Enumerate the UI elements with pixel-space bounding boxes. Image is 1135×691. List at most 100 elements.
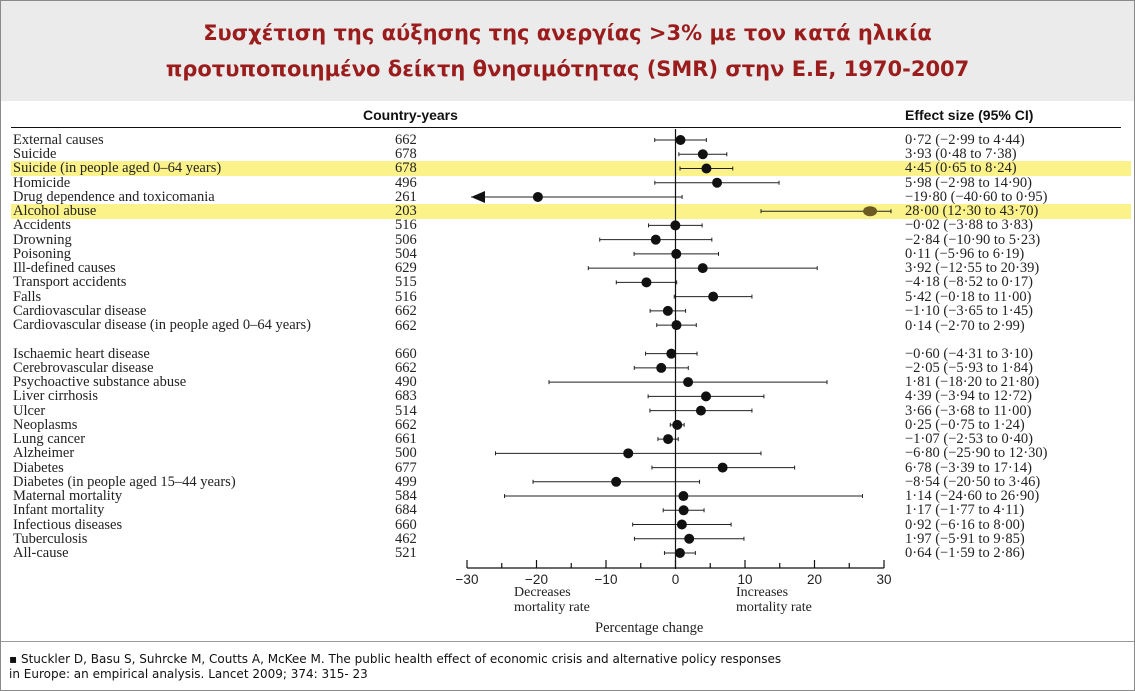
row-label: Poisoning [13, 245, 72, 262]
row-country-years: 683 [395, 388, 417, 405]
right-note: Increases mortality rate [736, 585, 812, 615]
row-effect-size: 1·14 (−24·60 to 26·90) [905, 488, 1040, 505]
row-label: Cardiovascular disease (in people aged 0… [13, 316, 311, 333]
row-country-years: 515 [395, 274, 417, 291]
point-estimate [684, 533, 695, 544]
row-country-years: 662 [395, 359, 417, 376]
row-effect-size: 5·42 (−0·18 to 11·00) [905, 288, 1032, 305]
row-country-years: 506 [395, 231, 417, 248]
right-note-line-1: Increases [736, 585, 789, 600]
row-country-years: 662 [395, 132, 417, 148]
row-label: Ischaemic heart disease [13, 345, 150, 362]
point-estimate [623, 448, 634, 459]
row-label: Falls [13, 288, 42, 305]
row-effect-size: −8·54 (−20·50 to 3·46) [905, 473, 1041, 490]
row-country-years: 662 [395, 416, 417, 433]
point-estimate [676, 519, 687, 530]
row-country-years: 629 [395, 260, 417, 277]
row-effect-size: 1·97 (−5·91 to 9·85) [905, 530, 1025, 547]
row-effect-size: 3·92 (−12·55 to 20·39) [905, 260, 1040, 277]
point-estimate [695, 405, 706, 416]
point-estimate [701, 391, 712, 402]
left-note-line-1: Decreases [514, 585, 571, 600]
point-estimate [666, 348, 677, 359]
row-label: Lung cancer [13, 431, 86, 448]
point-estimate [683, 377, 694, 388]
row-label: Cerebrovascular disease [13, 359, 154, 376]
row-country-years: 514 [395, 402, 417, 419]
point-estimate [712, 177, 723, 188]
point-estimate [697, 263, 708, 274]
row-label: Homicide [13, 174, 71, 191]
row-country-years: 660 [395, 345, 417, 362]
row-effect-size: 5·98 (−2·98 to 14·90) [905, 174, 1032, 191]
row-country-years: 662 [395, 317, 417, 334]
row-country-years: 462 [395, 530, 417, 547]
left-note-line-2: mortality rate [514, 600, 590, 615]
row-effect-size: −1·10 (−3·65 to 1·45) [905, 302, 1033, 319]
row-effect-size: 3·93 (0·48 to 7·38) [905, 146, 1017, 163]
point-estimate [532, 191, 543, 202]
row-effect-size: 1·17 (−1·77 to 4·11) [905, 502, 1025, 519]
row-effect-size: −0·60 (−4·31 to 3·10) [905, 345, 1033, 362]
ci-arrow-left [471, 190, 485, 203]
row-label: Diabetes [13, 459, 64, 476]
point-estimate [678, 505, 689, 516]
x-tick-label: 10 [737, 572, 752, 587]
title-line-1: Συσχέτιση της αύξησης της ανεργίας >3% μ… [203, 21, 932, 45]
point-estimate [611, 476, 622, 487]
row-label: All-cause [13, 545, 69, 561]
row-label: Ill-defined causes [13, 260, 116, 277]
x-axis-label: Percentage change [595, 620, 704, 636]
row-label: Cardiovascular disease [13, 302, 147, 319]
point-estimate [678, 491, 689, 502]
row-label: Diabetes (in people aged 15–44 years) [13, 473, 236, 490]
row-country-years: 662 [395, 302, 417, 319]
row-effect-size: −1·07 (−2·53 to 0·40) [905, 431, 1033, 448]
row-highlight [11, 160, 1131, 176]
row-effect-size: −6·80 (−25·90 to 12·30) [905, 445, 1048, 462]
left-note: Decreases mortality rate [514, 585, 590, 615]
row-label: Infant mortality [13, 502, 105, 519]
row-label: Accidents [13, 217, 71, 234]
point-estimate [717, 462, 728, 473]
point-estimate [701, 163, 712, 174]
point-estimate [650, 234, 661, 245]
x-tick-label: 20 [807, 572, 822, 587]
row-effect-size: 0·64 (−1·59 to 2·86) [905, 545, 1025, 561]
row-effect-size: −2·84 (−10·90 to 5·23) [905, 231, 1041, 248]
row-country-years: 500 [395, 445, 417, 462]
row-effect-size: 4·39 (−3·94 to 12·72) [905, 388, 1032, 405]
title-line-2: προτυποποιημένο δείκτη θνησιμότητας (SMR… [165, 57, 970, 81]
footnote: ▪ Stuckler D, Basu S, Suhrcke M, Coutts … [9, 652, 781, 682]
row-label: External causes [13, 132, 104, 148]
row-highlight [11, 203, 1131, 219]
point-estimate [656, 362, 667, 373]
row-label: Maternal mortality [13, 488, 123, 505]
header-rule [11, 127, 1121, 128]
row-label: Drowning [13, 231, 72, 248]
row-country-years: 684 [395, 502, 417, 519]
footnote-rule [1, 641, 1134, 642]
point-estimate [641, 277, 652, 288]
row-effect-size: 28·00 (12·30 to 43·70) [905, 203, 1039, 220]
row-label: Transport accidents [13, 274, 127, 291]
row-country-years: 203 [395, 203, 417, 220]
footnote-line-2: in Europe: an empirical analysis. Lancet… [9, 667, 368, 681]
point-estimate [662, 305, 673, 316]
row-label: Liver cirrhosis [13, 388, 98, 405]
row-country-years: 521 [395, 545, 417, 561]
row-label: Suicide (in people aged 0–64 years) [13, 160, 222, 177]
row-effect-size: 1·81 (−18·20 to 21·80) [905, 374, 1040, 391]
row-effect-size: 0·11 (−5·96 to 6·19) [905, 245, 1025, 262]
row-country-years: 677 [395, 459, 417, 476]
point-estimate [672, 419, 683, 430]
point-estimate [708, 291, 719, 302]
footnote-line-1: ▪ Stuckler D, Basu S, Suhrcke M, Coutts … [9, 652, 782, 666]
point-estimate [663, 434, 674, 445]
column-header-effect-size: Effect size (95% CI) [905, 107, 1034, 123]
point-estimate [671, 248, 682, 259]
point-estimate [697, 149, 708, 160]
row-label: Neoplasms [13, 416, 78, 433]
